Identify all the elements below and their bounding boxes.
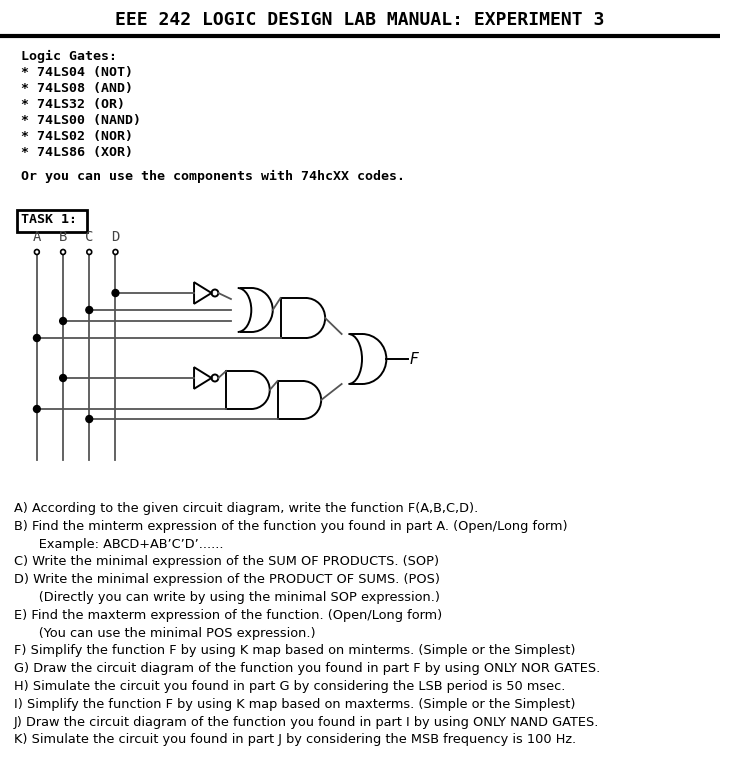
- Text: Example: ABCD+AB’C’D’......: Example: ABCD+AB’C’D’......: [13, 537, 223, 551]
- Text: * 74LS32 (OR): * 74LS32 (OR): [22, 98, 125, 111]
- Text: (You can use the minimal POS expression.): (You can use the minimal POS expression.…: [13, 626, 315, 640]
- Circle shape: [33, 406, 40, 413]
- Text: * 74LS00 (NAND): * 74LS00 (NAND): [22, 114, 141, 127]
- Text: C) Write the minimal expression of the SUM OF PRODUCTS. (SOP): C) Write the minimal expression of the S…: [13, 555, 439, 569]
- Text: B) Find the minterm expression of the function you found in part A. (Open/Long f: B) Find the minterm expression of the fu…: [13, 519, 567, 533]
- Circle shape: [59, 374, 67, 381]
- Text: (Directly you can write by using the minimal SOP expression.): (Directly you can write by using the min…: [13, 591, 439, 604]
- Text: I) Simplify the function F by using K map based on maxterms. (Simple or the Simp: I) Simplify the function F by using K ma…: [13, 698, 575, 711]
- Circle shape: [86, 307, 93, 314]
- Text: Logic Gates:: Logic Gates:: [22, 50, 117, 63]
- Text: EEE 242 LOGIC DESIGN LAB MANUAL: EXPERIMENT 3: EEE 242 LOGIC DESIGN LAB MANUAL: EXPERIM…: [115, 11, 605, 29]
- Text: B: B: [59, 230, 68, 244]
- Circle shape: [59, 317, 67, 324]
- Text: * 74LS02 (NOR): * 74LS02 (NOR): [22, 130, 134, 143]
- Text: K) Simulate the circuit you found in part J by considering the MSB frequency is : K) Simulate the circuit you found in par…: [13, 733, 576, 746]
- Text: * 74LS08 (AND): * 74LS08 (AND): [22, 82, 134, 95]
- Text: H) Simulate the circuit you found in part G by considering the LSB period is 50 : H) Simulate the circuit you found in par…: [13, 680, 565, 693]
- Text: * 74LS86 (XOR): * 74LS86 (XOR): [22, 146, 134, 159]
- Text: * 74LS04 (NOT): * 74LS04 (NOT): [22, 66, 134, 79]
- Text: F: F: [410, 352, 418, 367]
- Text: E) Find the maxterm expression of the function. (Open/Long form): E) Find the maxterm expression of the fu…: [13, 609, 441, 622]
- Text: J) Draw the circuit diagram of the function you found in part I by using ONLY NA: J) Draw the circuit diagram of the funct…: [13, 715, 599, 729]
- Text: D: D: [111, 230, 119, 244]
- Text: TASK 1:: TASK 1:: [22, 213, 77, 226]
- Circle shape: [86, 416, 93, 423]
- Text: Or you can use the components with 74hcXX codes.: Or you can use the components with 74hcX…: [22, 170, 405, 183]
- Text: C: C: [85, 230, 93, 244]
- Circle shape: [33, 335, 40, 342]
- Text: G) Draw the circuit diagram of the function you found in part F by using ONLY NO: G) Draw the circuit diagram of the funct…: [13, 662, 600, 675]
- Text: A: A: [33, 230, 41, 244]
- Text: F) Simplify the function F by using K map based on minterms. (Simple or the Simp: F) Simplify the function F by using K ma…: [13, 644, 575, 658]
- Text: D) Write the minimal expression of the PRODUCT OF SUMS. (POS): D) Write the minimal expression of the P…: [13, 573, 439, 587]
- Bar: [18, 210, 88, 232]
- Text: A) According to the given circuit diagram, write the function F(A,B,C,D).: A) According to the given circuit diagra…: [13, 502, 478, 515]
- Circle shape: [112, 289, 119, 296]
